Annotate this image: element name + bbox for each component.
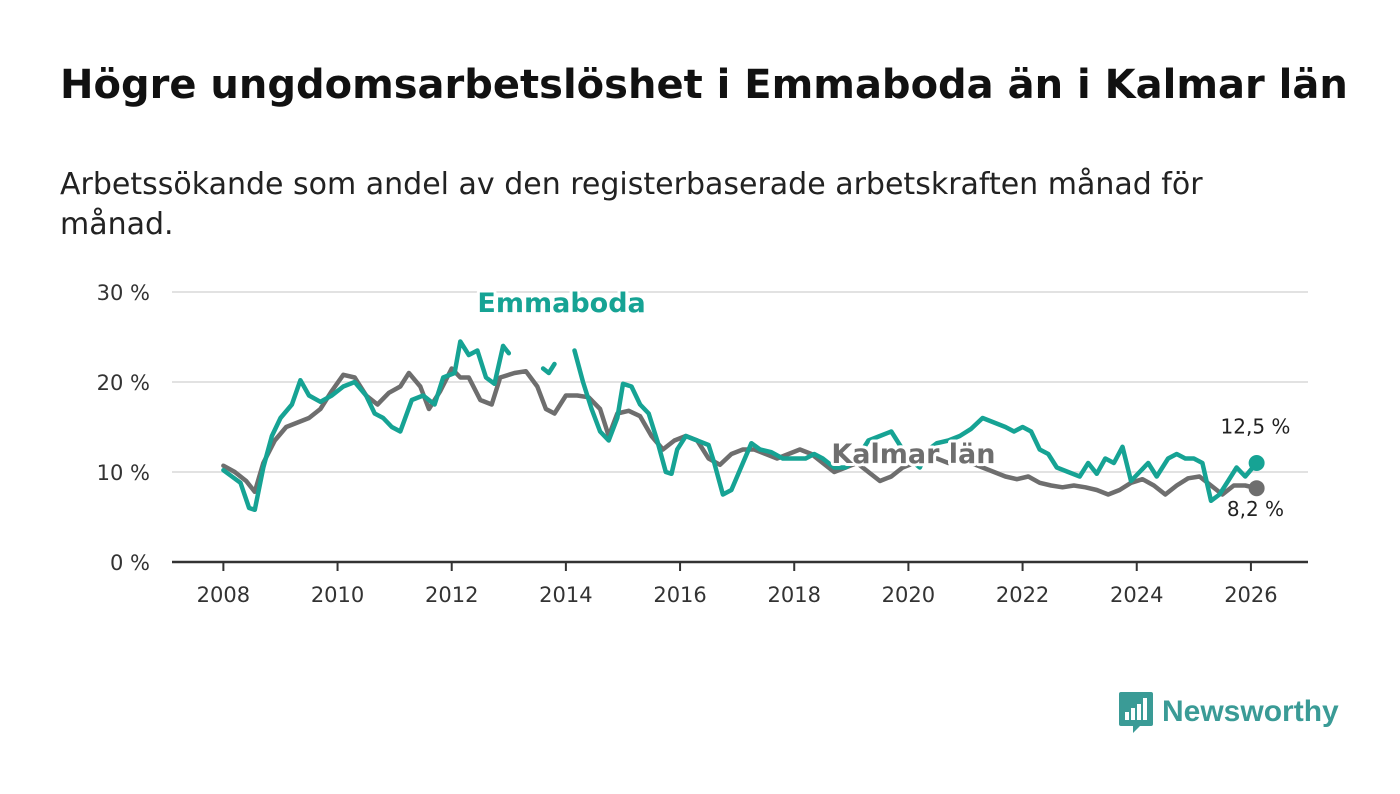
y-axis-ticks: 0 % 10 % 20 % 30 %	[97, 281, 150, 575]
emmaboda-line	[572, 348, 1259, 504]
emmaboda-end-point	[1248, 455, 1265, 471]
x-tick-label: 2026	[1224, 583, 1277, 607]
kalmar-l-n-series-label: Kalmar län	[831, 439, 995, 470]
x-tick-label: 2010	[311, 583, 364, 607]
y-tick-label: 30 %	[97, 281, 150, 305]
chart-subtitle: Arbetssökande som andel av den registerb…	[60, 167, 1203, 242]
gridlines	[172, 291, 1308, 564]
emmaboda-line	[221, 339, 506, 513]
emmaboda-line	[500, 343, 512, 356]
y-tick-label: 0 %	[110, 551, 150, 575]
y-tick-label: 10 %	[97, 461, 150, 485]
newsworthy-logo-icon	[1119, 692, 1153, 733]
x-tick-label: 2020	[882, 583, 935, 607]
kalmar-l-n-end-value-label: 8,2 %	[1227, 497, 1284, 521]
x-tick-label: 2022	[996, 583, 1049, 607]
newsworthy-logo[interactable]: Newsworthy	[1118, 690, 1339, 734]
emmaboda-end-value-label: 12,5 %	[1221, 415, 1291, 439]
x-tick-label: 2014	[539, 583, 592, 607]
y-tick-label: 20 %	[97, 371, 150, 395]
x-tick-label: 2018	[768, 583, 821, 607]
x-tick-label: 2012	[425, 583, 478, 607]
line-chart: 0 % 10 % 20 % 30 % 2008 2010 2012 2014 2016 2018…	[97, 281, 1308, 607]
series-lines	[221, 339, 1265, 513]
brand-name: Newsworthy	[1162, 695, 1339, 728]
x-axis-ticks: 2008 2010 2012 2014 2016 2018 2020 2022 2024 2026	[197, 562, 1278, 607]
kalmar-l-n-line	[221, 366, 1259, 497]
emmaboda-series-label: Emmaboda	[477, 288, 645, 319]
x-tick-label: 2024	[1110, 583, 1163, 607]
chart-title: Högre ungdomsarbetslöshet i Emmaboda än …	[60, 62, 1348, 108]
kalmar-l-n-end-point	[1248, 480, 1265, 497]
emmaboda-line	[540, 361, 557, 376]
x-tick-label: 2008	[197, 583, 250, 607]
x-tick-label: 2016	[653, 583, 706, 607]
series-labels: Kalmar län Emmaboda 12,5 % 8,2 %	[474, 285, 1293, 524]
